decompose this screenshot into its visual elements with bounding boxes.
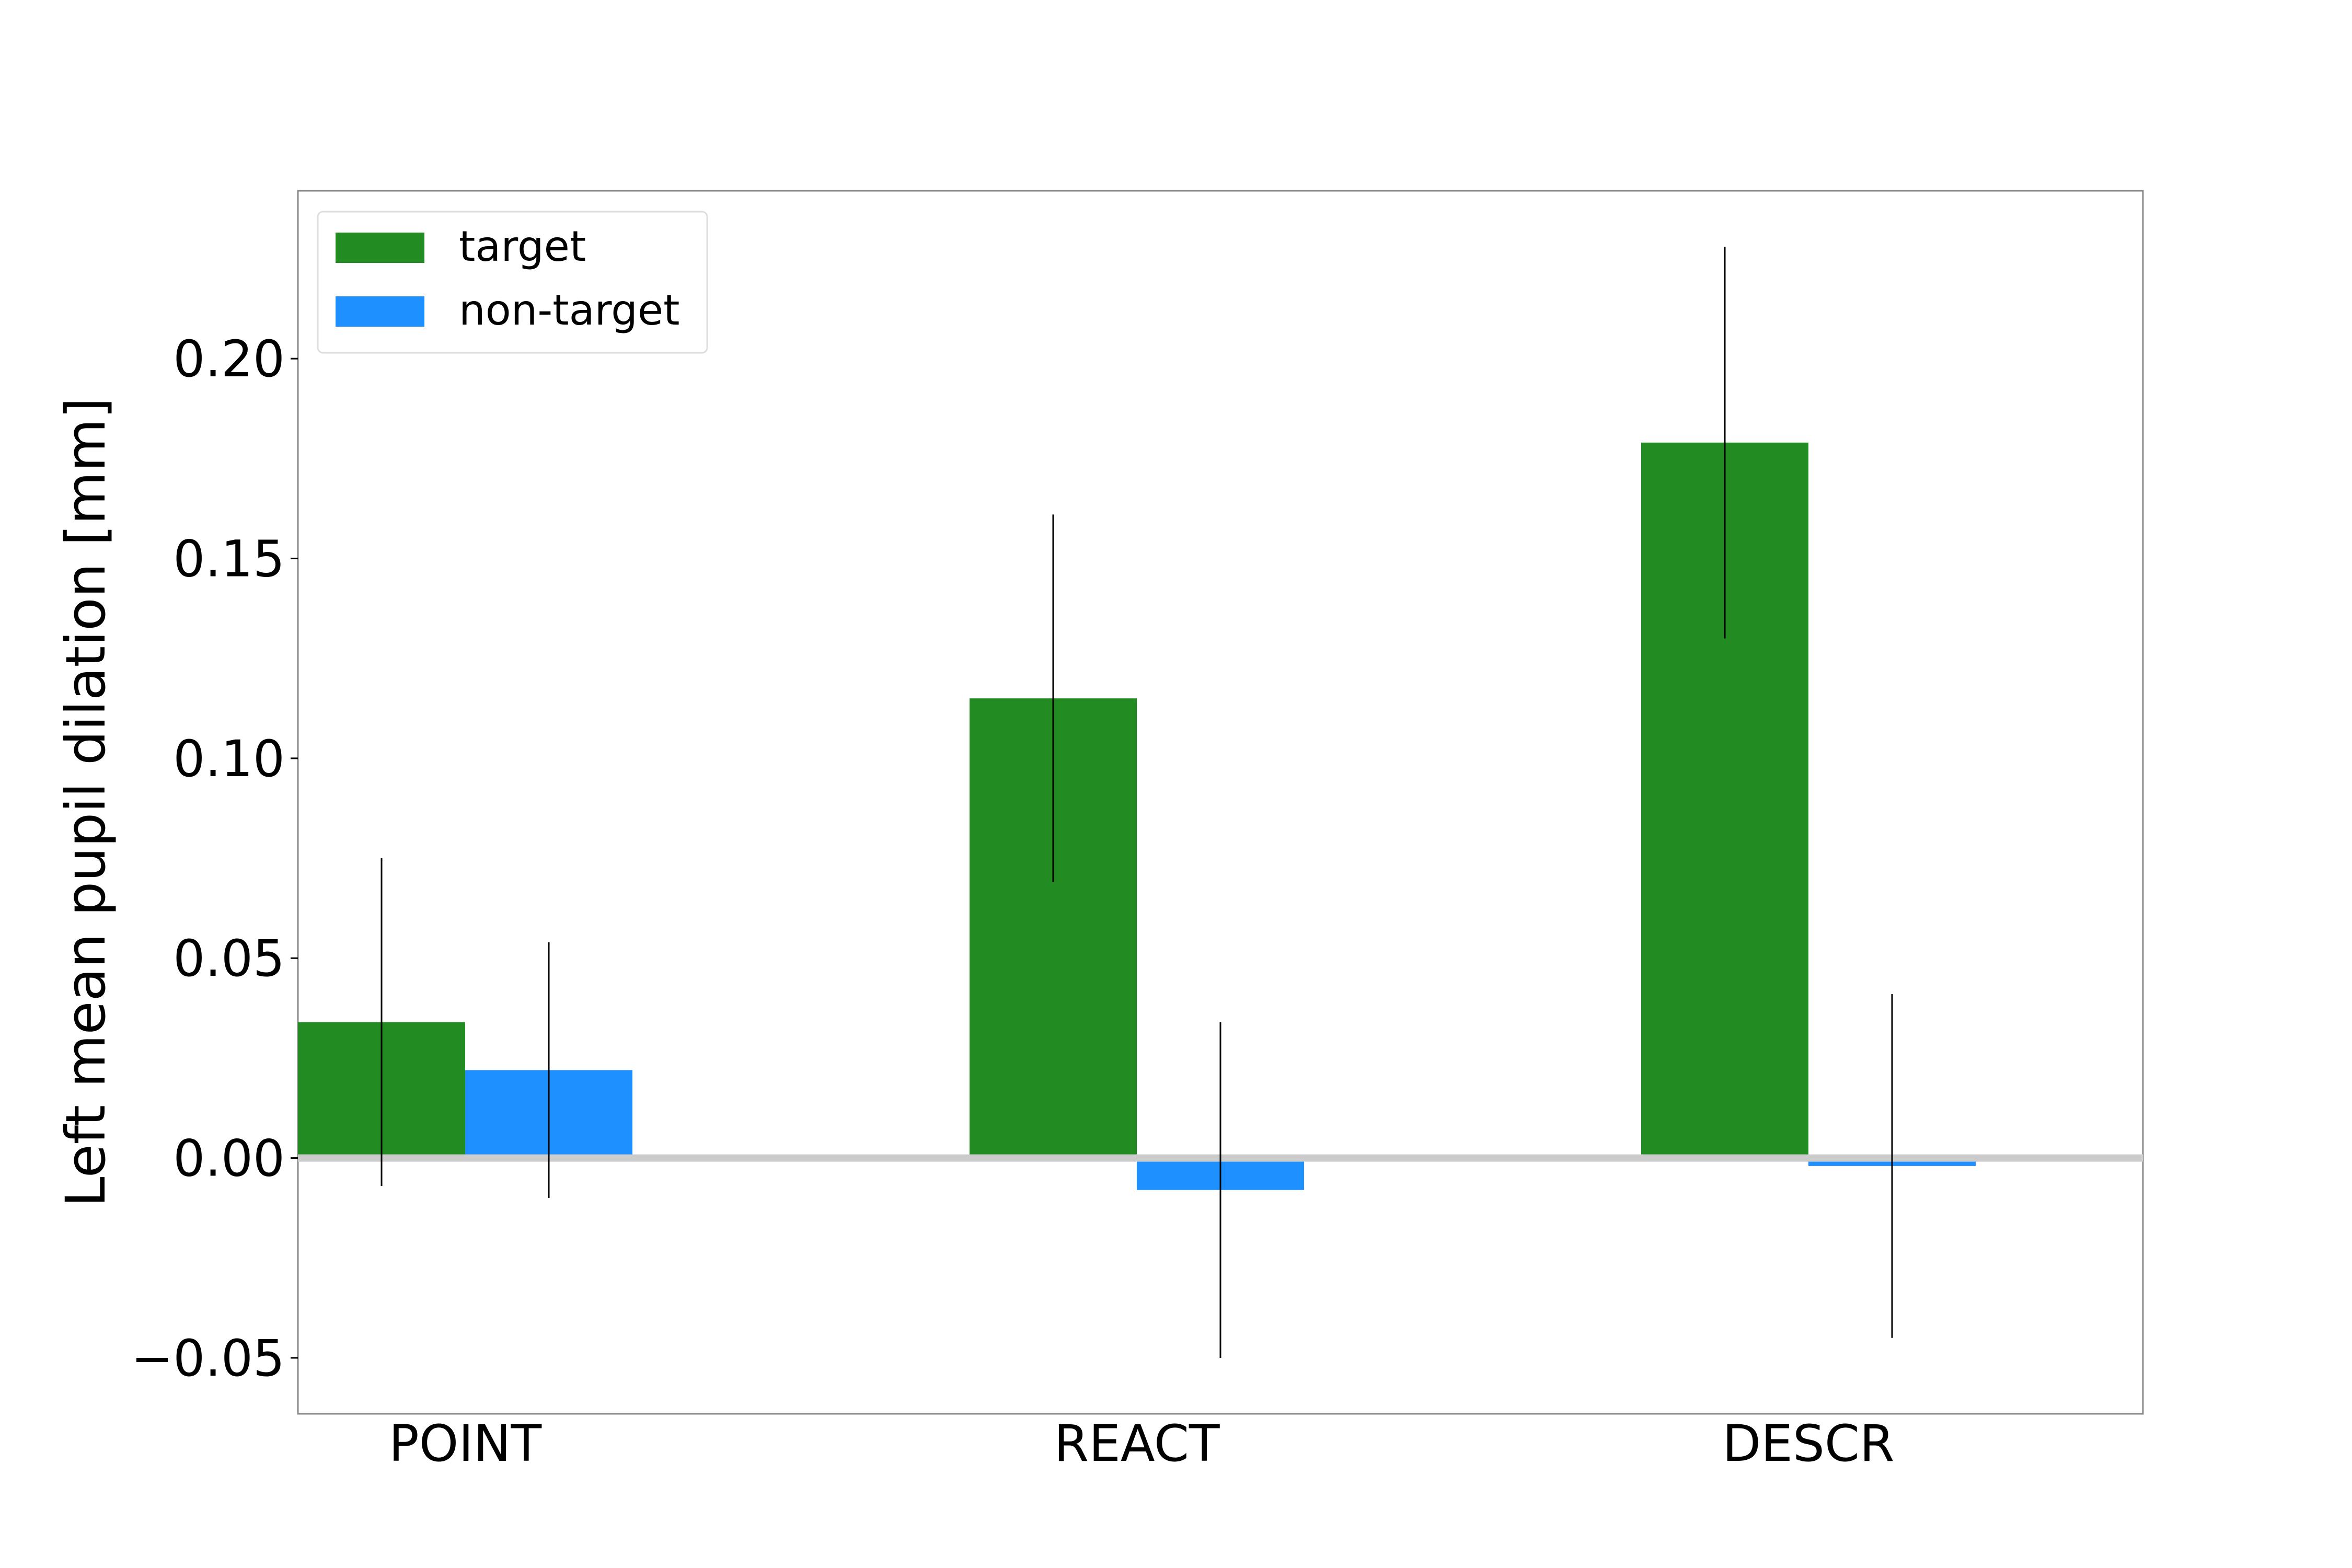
y-tick-label: −0.05 [131,1329,285,1388]
legend-swatch-target [336,233,424,263]
y-tick-label: 0.15 [173,530,285,589]
legend-label-target: target [459,222,586,271]
x-tick-label-descr: DESCR [1722,1414,1894,1473]
y-axis-label: Left mean pupil dilation [mm] [54,397,118,1207]
y-tick-label: 0.20 [173,330,285,388]
y-axis: −0.05 0.00 0.05 0.10 0.15 0.20 [131,330,298,1388]
legend: target non-target [317,211,708,354]
axes-frame [297,190,2144,1415]
x-axis: POINT REACT DESCR [389,1414,1895,1473]
plot-area [297,190,2144,1415]
y-tick-label: 0.00 [173,1129,285,1188]
x-tick-label-react: REACT [1054,1414,1219,1473]
x-tick-label-point: POINT [389,1414,542,1473]
y-tick-label: 0.10 [173,730,285,788]
legend-label-non-target: non-target [459,286,679,335]
y-tick-label: 0.05 [173,929,285,988]
legend-swatch-non-target [336,296,424,327]
